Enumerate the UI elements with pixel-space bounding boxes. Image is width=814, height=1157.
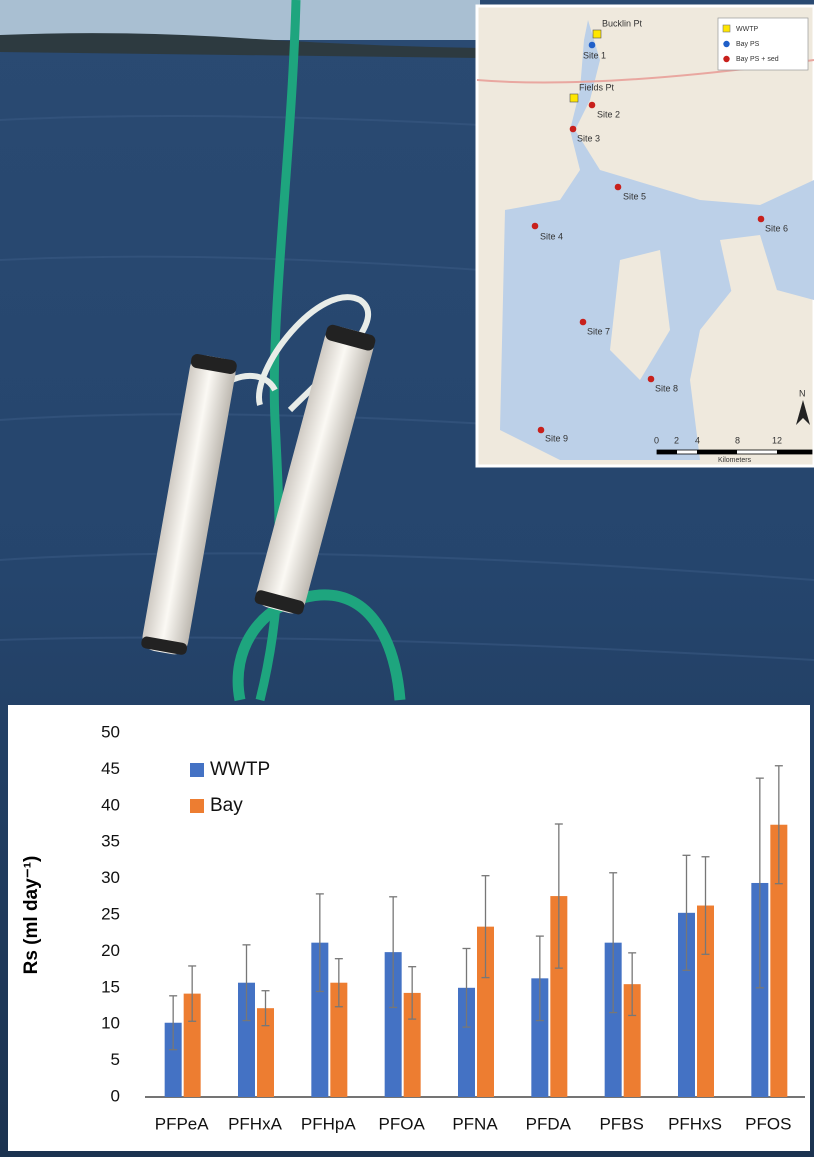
y-tick-label: 30 (101, 868, 120, 887)
legend-label: Bay (210, 795, 243, 816)
y-tick-label: 45 (101, 759, 120, 778)
x-tick-label: PFHxS (668, 1114, 722, 1133)
site-label: Site 5 (623, 191, 646, 201)
y-tick-label: 10 (101, 1014, 120, 1033)
site-label: Site 6 (765, 223, 788, 233)
map-legend-label: Bay PS (736, 41, 760, 48)
scale-tick: 12 (772, 435, 782, 445)
x-tick-label: PFHxA (228, 1114, 283, 1133)
site-label: Site 2 (597, 109, 620, 119)
scale-tick: 8 (735, 435, 740, 445)
y-tick-label: 25 (101, 904, 120, 923)
site-label: Site 1 (583, 50, 606, 60)
map-legend-label: Bay PS + sed (736, 56, 779, 63)
y-tick-label: 15 (101, 977, 120, 996)
map-legend-label: WWTP (736, 26, 758, 33)
legend-label: WWTP (210, 759, 270, 780)
y-tick-label: 50 (101, 722, 120, 741)
x-tick-label: PFOA (379, 1114, 426, 1133)
site-label: Site 4 (540, 231, 563, 241)
y-tick-label: 35 (101, 832, 120, 851)
x-tick-label: PFPeA (155, 1114, 210, 1133)
place-label: Bucklin Pt (602, 18, 643, 28)
x-tick-label: PFNA (452, 1114, 498, 1133)
y-tick-label: 5 (111, 1050, 120, 1069)
scale-tick: 4 (695, 435, 700, 445)
north-label: N (799, 388, 806, 398)
y-axis-label: Rs (ml day⁻¹) (21, 856, 42, 975)
site-label: Site 3 (577, 133, 600, 143)
legend-swatch (190, 799, 204, 813)
x-tick-label: PFHpA (301, 1114, 356, 1133)
scale-tick: 0 (654, 435, 659, 445)
x-tick-label: PFBS (599, 1114, 643, 1133)
page: {"chart_data": {"type": "bar", "ylabel":… (0, 0, 814, 1157)
y-tick-label: 40 (101, 795, 120, 814)
x-tick-label: PFDA (526, 1114, 572, 1133)
map: WWTP Bay PS Bay PS + sed Bucklin Pt Site… (477, 6, 814, 466)
scale-tick: 2 (674, 435, 679, 445)
x-tick-label: PFOS (745, 1114, 791, 1133)
legend-swatch (190, 763, 204, 777)
site-label: Site 7 (587, 326, 610, 336)
y-tick-label: 20 (101, 941, 120, 960)
figure: WWTP Bay PS Bay PS + sed Bucklin Pt Site… (0, 0, 814, 1157)
scale-unit: Kilometers (718, 457, 752, 464)
site-label: Site 8 (655, 383, 678, 393)
y-tick-label: 0 (111, 1086, 120, 1105)
site-label: Site 9 (545, 433, 568, 443)
place-label: Fields Pt (579, 82, 615, 92)
